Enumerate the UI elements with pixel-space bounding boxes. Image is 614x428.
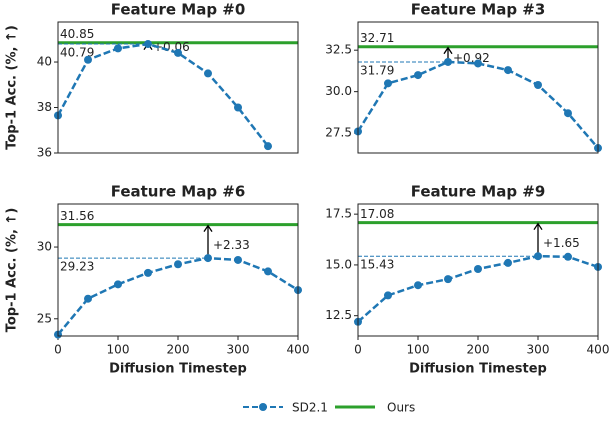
ours-label: 31.56 xyxy=(60,209,94,223)
gain-arrowhead xyxy=(533,222,543,231)
y-tick-label: 32.5 xyxy=(325,43,352,57)
y-tick-label: 27.5 xyxy=(325,126,352,140)
ours-label: 32.71 xyxy=(360,31,394,45)
sd-point xyxy=(504,66,512,75)
sd-point xyxy=(474,59,482,68)
chart-title: Feature Map #3 xyxy=(411,1,546,19)
sd-point xyxy=(114,44,122,53)
x-tick-label: 100 xyxy=(407,343,430,357)
sd-point xyxy=(444,57,452,66)
y-tick-label: 30 xyxy=(37,240,52,254)
ours-label: 40.85 xyxy=(60,27,94,41)
chart-title: Feature Map #0 xyxy=(111,1,246,19)
sd-point xyxy=(264,267,272,276)
sd-line xyxy=(56,42,269,147)
sd-point xyxy=(234,103,242,112)
sd-point xyxy=(204,69,212,78)
sd-point xyxy=(84,55,92,64)
sd-point xyxy=(534,81,542,90)
sd-point xyxy=(114,280,122,289)
x-axis-label: Diffusion Timestep xyxy=(109,362,247,377)
y-axis-label: Top-1 Acc. (%, ↑) xyxy=(5,25,20,150)
sd-point xyxy=(144,40,152,49)
x-tick-label: 200 xyxy=(167,343,190,357)
sd-point xyxy=(384,291,392,300)
y-tick-label: 12.5 xyxy=(325,308,352,322)
gain-annotation: +2.33 xyxy=(213,238,250,252)
peak-label: 31.79 xyxy=(360,63,394,77)
x-tick-label: 400 xyxy=(287,343,310,357)
x-tick-label: 0 xyxy=(354,343,362,357)
y-tick-label: 25 xyxy=(37,311,52,325)
sd-point xyxy=(174,48,182,57)
sd-point xyxy=(234,255,242,264)
y-tick-label: 15.0 xyxy=(325,257,352,271)
legend-label: Ours xyxy=(387,401,415,415)
ours-label: 17.08 xyxy=(360,207,394,221)
chart-title: Feature Map #9 xyxy=(411,183,546,201)
sd-point xyxy=(534,252,542,261)
sd-point xyxy=(564,109,572,118)
chart-title: Feature Map #6 xyxy=(111,183,246,201)
legend-label: SD2.1 xyxy=(292,401,328,415)
y-axis-label: Top-1 Acc. (%, ↑) xyxy=(5,208,20,333)
peak-label: 29.23 xyxy=(60,260,94,274)
y-tick-label: 17.5 xyxy=(325,207,352,221)
sd-point xyxy=(174,260,182,269)
axes-frame xyxy=(357,21,599,154)
sd-point xyxy=(84,294,92,303)
y-tick-label: 38 xyxy=(37,100,52,114)
peak-label: 15.43 xyxy=(360,258,394,272)
axes-frame xyxy=(357,203,599,337)
x-tick-label: 200 xyxy=(467,343,490,357)
peak-label: 40.79 xyxy=(60,46,94,60)
y-tick-label: 40 xyxy=(37,55,52,69)
x-axis-label: Diffusion Timestep xyxy=(409,362,547,377)
sd-point xyxy=(444,275,452,284)
sd-point xyxy=(384,79,392,88)
x-tick-label: 0 xyxy=(54,343,62,357)
legend-marker xyxy=(259,403,267,411)
x-tick-label: 300 xyxy=(227,343,250,357)
y-tick-label: 36 xyxy=(37,146,52,160)
sd-point xyxy=(204,254,212,263)
sd-point xyxy=(504,258,512,267)
gain-arrowhead xyxy=(203,224,213,233)
x-tick-label: 100 xyxy=(107,343,130,357)
sd-point xyxy=(414,281,422,290)
sd-point xyxy=(264,142,272,151)
x-tick-label: 400 xyxy=(587,343,610,357)
sd-point xyxy=(414,71,422,80)
gain-arrowhead xyxy=(443,46,453,55)
legend: SD2.1 Ours xyxy=(243,401,415,415)
sd-point xyxy=(144,268,152,277)
gain-annotation: +1.65 xyxy=(543,236,580,250)
axes-frame xyxy=(57,21,299,154)
y-tick-label: 30.0 xyxy=(325,84,352,98)
x-tick-label: 300 xyxy=(527,343,550,357)
axes-frame xyxy=(57,203,299,337)
sd-point xyxy=(474,264,482,273)
sd-point xyxy=(564,252,572,261)
